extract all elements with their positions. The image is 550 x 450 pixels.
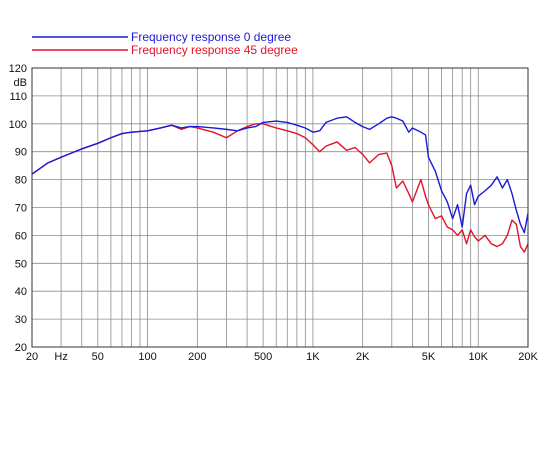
y-tick-label: 20 bbox=[15, 342, 27, 354]
y-tick-label: 40 bbox=[15, 286, 27, 298]
y-tick-label: 70 bbox=[15, 203, 27, 215]
x-tick-label: 2K bbox=[356, 351, 370, 363]
x-tick-label: 5K bbox=[422, 351, 436, 363]
x-tick-label: 50 bbox=[92, 351, 104, 363]
y-tick-label: 60 bbox=[15, 230, 27, 242]
x-tick-label: 10K bbox=[468, 351, 488, 363]
x-tick-label: 200 bbox=[188, 351, 206, 363]
x-tick-label: 20K bbox=[518, 351, 538, 363]
x-axis-tick-labels: 20 Hz 50 100 200 500 1K 2K 5K 10K 20K bbox=[26, 351, 539, 363]
y-axis-label: dB bbox=[14, 77, 27, 89]
y-tick-label: 110 bbox=[9, 91, 27, 103]
y-tick-label: 100 bbox=[9, 119, 27, 131]
y-tick-label: 120 bbox=[9, 63, 27, 75]
x-tick-label: 1K bbox=[306, 351, 320, 363]
y-tick-label: 50 bbox=[15, 258, 27, 270]
x-tick-label: 500 bbox=[254, 351, 272, 363]
y-tick-label: 30 bbox=[15, 314, 27, 326]
y-axis-tick-labels: 20 30 40 50 60 70 80 90 100 110 120 bbox=[9, 63, 27, 354]
y-tick-label: 80 bbox=[15, 175, 27, 187]
x-tick-label: 20 bbox=[26, 351, 38, 363]
series-line-1 bbox=[31, 123, 529, 253]
x-tick-label: Hz bbox=[54, 351, 67, 363]
plot-frame bbox=[31, 67, 529, 348]
series-line-0 bbox=[31, 116, 529, 234]
chart-grid bbox=[31, 67, 529, 348]
legend-label-0: Frequency response 0 degree bbox=[131, 30, 291, 44]
series-layer bbox=[31, 116, 529, 253]
x-tick-label: 100 bbox=[138, 351, 156, 363]
y-tick-label: 90 bbox=[15, 147, 27, 159]
legend-label-1: Frequency response 45 degree bbox=[131, 43, 298, 57]
